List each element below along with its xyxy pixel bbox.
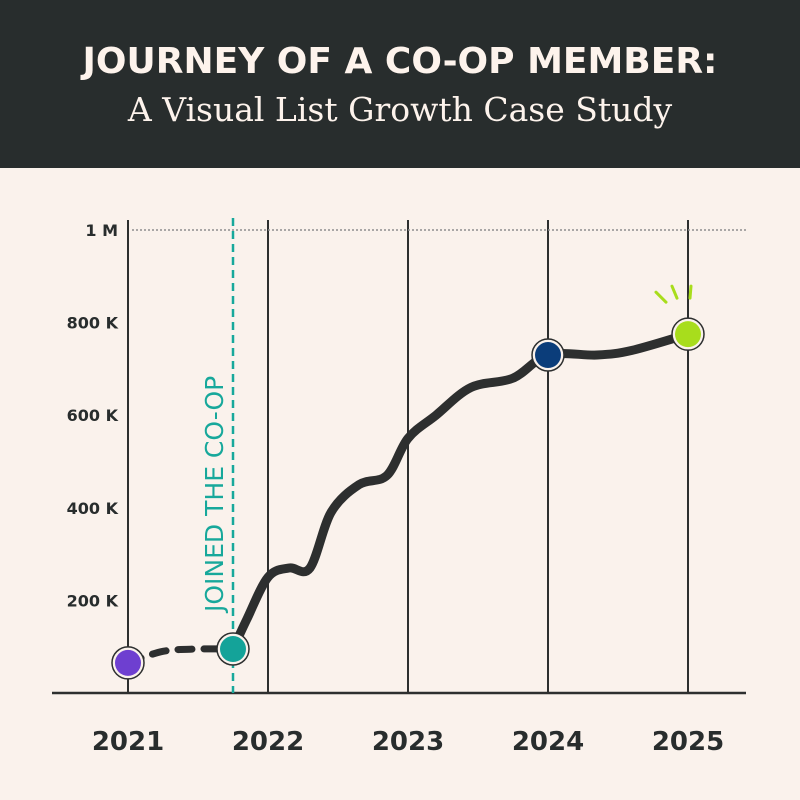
coop-join-label: JOINED THE CO-OP [200, 376, 229, 614]
sparkle-mark [654, 290, 668, 304]
data-point-marker [675, 321, 701, 348]
page-subtitle: A Visual List Growth Case Study [127, 90, 673, 129]
x-tick-label: 2023 [372, 727, 444, 757]
x-tick-label: 2021 [92, 727, 164, 757]
page-title: JOURNEY OF A CO-OP MEMBER: [82, 41, 718, 82]
y-tick-label: 200 K [67, 591, 119, 610]
sparkle-mark [688, 284, 693, 300]
sparkle-mark [670, 284, 679, 300]
data-point-marker [220, 636, 246, 663]
series-line-after-join [228, 329, 693, 654]
data-point-marker [535, 342, 561, 369]
y-tick-label: 800 K [67, 314, 119, 333]
y-tick-label: 400 K [67, 499, 119, 518]
y-tick-label: 1 M [85, 221, 118, 240]
data-point-marker [115, 649, 141, 676]
y-tick-label: 600 K [67, 406, 119, 425]
x-tick-label: 2022 [232, 727, 304, 757]
x-tick-label: 2025 [652, 727, 724, 757]
x-tick-label: 2024 [512, 727, 584, 757]
header: JOURNEY OF A CO-OP MEMBER: A Visual List… [0, 0, 800, 168]
